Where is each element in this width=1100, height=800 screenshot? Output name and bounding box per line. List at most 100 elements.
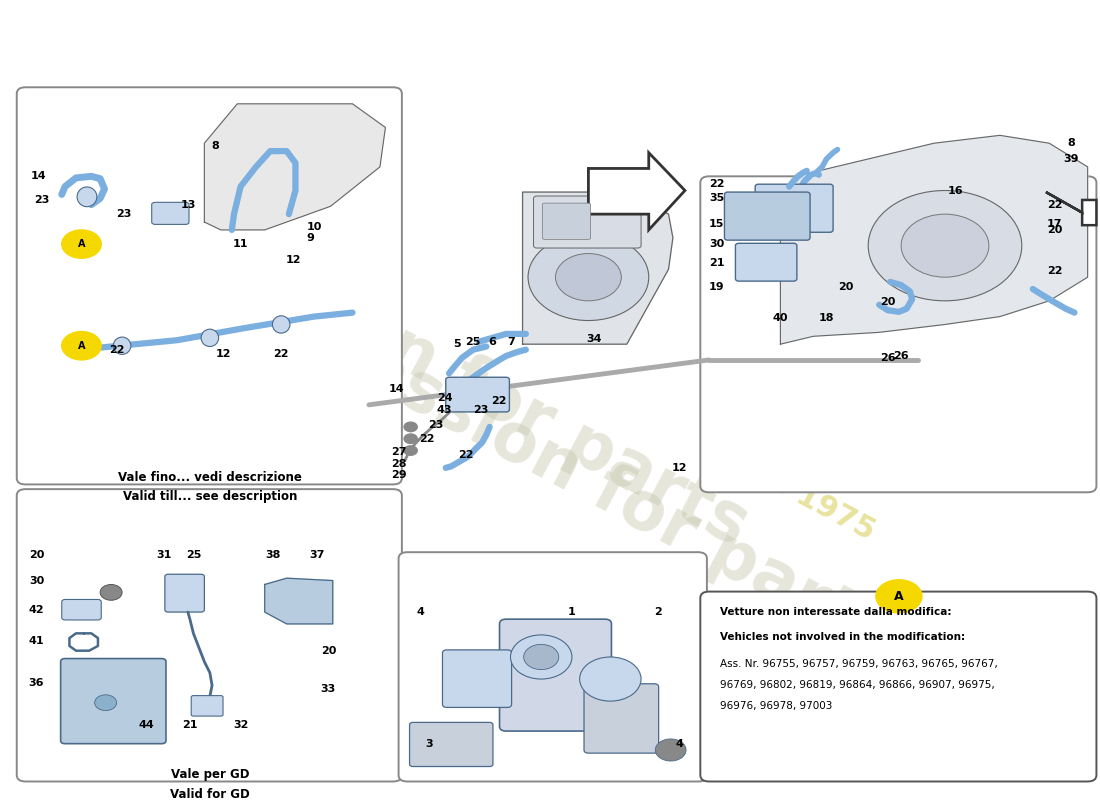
Text: 37: 37 bbox=[310, 550, 326, 559]
Ellipse shape bbox=[201, 329, 219, 346]
Text: 4: 4 bbox=[417, 607, 425, 617]
Text: A: A bbox=[78, 341, 85, 350]
FancyBboxPatch shape bbox=[584, 684, 659, 753]
Text: 30: 30 bbox=[710, 239, 725, 249]
Text: 9: 9 bbox=[307, 233, 315, 242]
FancyBboxPatch shape bbox=[736, 243, 796, 281]
Text: 8: 8 bbox=[211, 141, 219, 150]
Text: 20: 20 bbox=[29, 550, 44, 559]
Text: 31: 31 bbox=[156, 550, 172, 559]
Text: 23: 23 bbox=[428, 419, 443, 430]
Polygon shape bbox=[1046, 192, 1097, 225]
Text: 23: 23 bbox=[473, 406, 488, 415]
Circle shape bbox=[524, 644, 559, 670]
Circle shape bbox=[62, 230, 101, 258]
Text: Vehicles not involved in the modification:: Vehicles not involved in the modificatio… bbox=[720, 632, 965, 642]
FancyBboxPatch shape bbox=[542, 203, 591, 239]
Text: 22: 22 bbox=[109, 345, 124, 354]
Text: 13: 13 bbox=[180, 200, 196, 210]
Text: 42: 42 bbox=[29, 605, 44, 614]
FancyBboxPatch shape bbox=[62, 599, 101, 620]
Text: 27: 27 bbox=[390, 447, 406, 457]
FancyBboxPatch shape bbox=[409, 722, 493, 766]
Text: 15: 15 bbox=[710, 218, 725, 229]
Text: 25: 25 bbox=[186, 550, 201, 559]
Circle shape bbox=[868, 190, 1022, 301]
Text: 17: 17 bbox=[1047, 218, 1063, 229]
Circle shape bbox=[876, 580, 922, 613]
Text: 3: 3 bbox=[426, 738, 433, 749]
Text: 20: 20 bbox=[321, 646, 336, 657]
Circle shape bbox=[404, 422, 417, 432]
Text: 23: 23 bbox=[117, 209, 132, 219]
Text: 96769, 96802, 96819, 96864, 96866, 96907, 96975,: 96769, 96802, 96819, 96864, 96866, 96907… bbox=[720, 680, 994, 690]
Polygon shape bbox=[522, 192, 673, 344]
Text: 43: 43 bbox=[437, 406, 452, 415]
Text: Valid for GD: Valid for GD bbox=[170, 788, 250, 800]
Text: 10: 10 bbox=[307, 222, 322, 232]
FancyBboxPatch shape bbox=[152, 202, 189, 224]
FancyBboxPatch shape bbox=[16, 489, 402, 782]
Circle shape bbox=[656, 739, 686, 761]
Text: 22: 22 bbox=[274, 350, 289, 359]
Ellipse shape bbox=[113, 337, 131, 354]
Circle shape bbox=[556, 254, 622, 301]
Text: 24: 24 bbox=[437, 393, 452, 402]
FancyBboxPatch shape bbox=[398, 552, 707, 782]
Text: 22: 22 bbox=[710, 179, 725, 190]
Text: Vale per GD: Vale per GD bbox=[170, 769, 249, 782]
Text: 29: 29 bbox=[390, 470, 406, 480]
Text: Ass. Nr. 96755, 96757, 96759, 96763, 96765, 96767,: Ass. Nr. 96755, 96757, 96759, 96763, 967… bbox=[720, 658, 998, 669]
Text: 44: 44 bbox=[139, 720, 154, 730]
Circle shape bbox=[100, 585, 122, 600]
Text: 8: 8 bbox=[1067, 138, 1075, 148]
Polygon shape bbox=[205, 104, 385, 230]
Polygon shape bbox=[265, 578, 332, 624]
FancyBboxPatch shape bbox=[191, 696, 223, 716]
Text: since 1975: since 1975 bbox=[703, 434, 880, 546]
Text: 12: 12 bbox=[672, 463, 688, 473]
FancyBboxPatch shape bbox=[725, 192, 810, 240]
Text: 23: 23 bbox=[34, 195, 50, 205]
Text: 21: 21 bbox=[183, 720, 198, 730]
Polygon shape bbox=[588, 153, 685, 230]
FancyBboxPatch shape bbox=[534, 196, 641, 248]
Text: passion for parts: passion for parts bbox=[307, 310, 903, 669]
Circle shape bbox=[528, 234, 649, 321]
Text: 4: 4 bbox=[675, 738, 683, 749]
Text: 12: 12 bbox=[216, 350, 231, 359]
Circle shape bbox=[580, 657, 641, 701]
Text: 20: 20 bbox=[880, 298, 895, 307]
FancyBboxPatch shape bbox=[16, 87, 402, 485]
FancyBboxPatch shape bbox=[60, 658, 166, 744]
Text: 35: 35 bbox=[710, 194, 725, 203]
Text: 39: 39 bbox=[1064, 154, 1079, 164]
Circle shape bbox=[62, 331, 101, 360]
Circle shape bbox=[95, 695, 117, 710]
Text: 41: 41 bbox=[29, 636, 44, 646]
FancyBboxPatch shape bbox=[499, 619, 612, 731]
Text: 21: 21 bbox=[710, 258, 725, 268]
Text: 18: 18 bbox=[818, 313, 834, 323]
Text: A: A bbox=[894, 590, 904, 603]
Circle shape bbox=[404, 446, 417, 455]
Text: 40: 40 bbox=[772, 313, 789, 323]
Text: A: A bbox=[78, 239, 85, 249]
Text: 11: 11 bbox=[233, 239, 249, 249]
Text: 2: 2 bbox=[653, 607, 661, 617]
Polygon shape bbox=[780, 135, 1088, 344]
Text: 22: 22 bbox=[419, 434, 435, 444]
Text: 96976, 96978, 97003: 96976, 96978, 97003 bbox=[720, 701, 833, 711]
Text: 14: 14 bbox=[31, 171, 46, 182]
FancyBboxPatch shape bbox=[756, 184, 833, 232]
FancyBboxPatch shape bbox=[446, 378, 509, 412]
Text: 22: 22 bbox=[1047, 266, 1063, 276]
Text: 32: 32 bbox=[233, 720, 249, 730]
Circle shape bbox=[901, 214, 989, 277]
Text: 14: 14 bbox=[388, 384, 404, 394]
Text: 25: 25 bbox=[465, 337, 481, 346]
FancyBboxPatch shape bbox=[442, 650, 512, 707]
Text: 16: 16 bbox=[948, 186, 964, 195]
Text: Valid till... see description: Valid till... see description bbox=[123, 490, 297, 503]
Text: 26: 26 bbox=[880, 353, 895, 362]
